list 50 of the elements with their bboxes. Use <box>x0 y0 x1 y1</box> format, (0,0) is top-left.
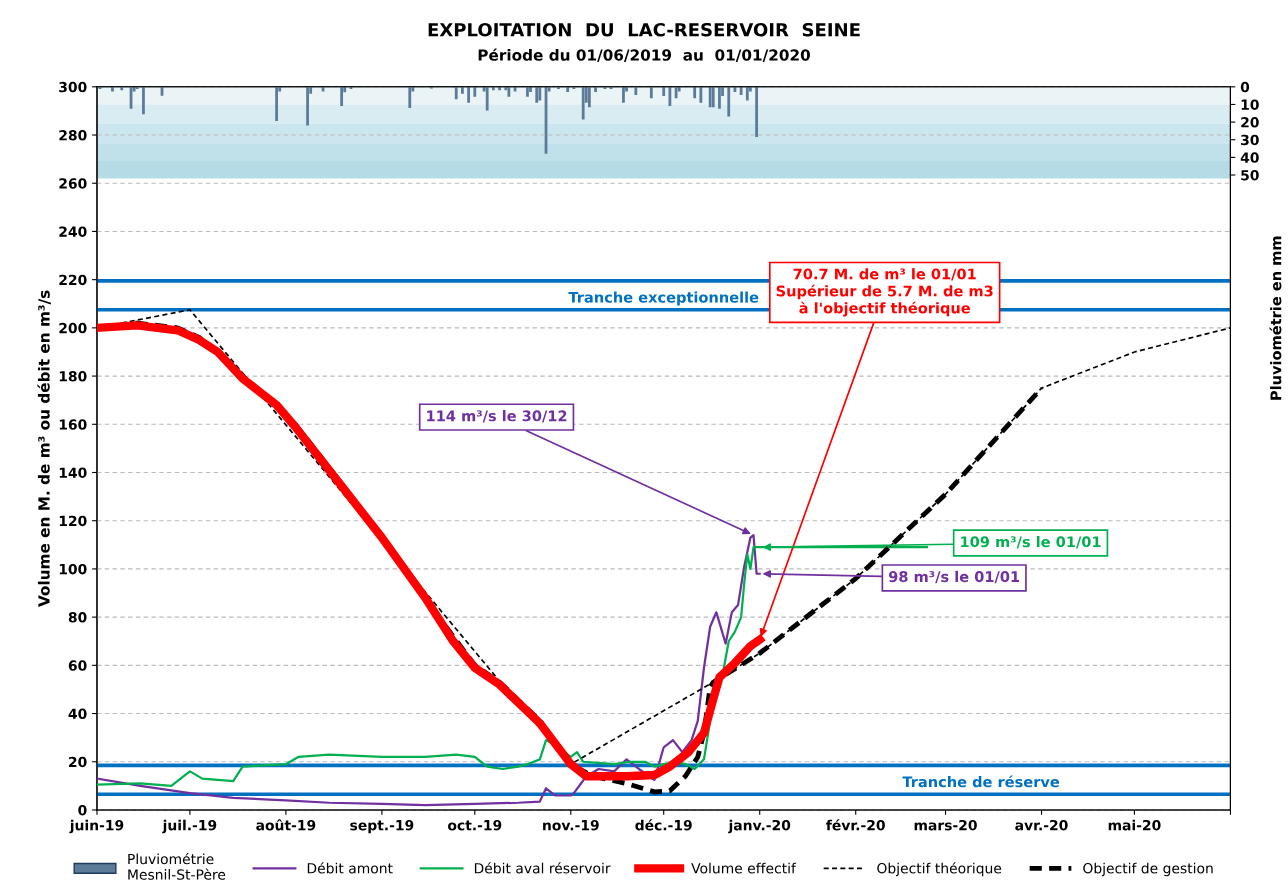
y2-tick-label: 10 <box>1241 99 1259 110</box>
y-tick-label: 120 <box>59 515 87 527</box>
annotation: 109 m³/s le 01/01 <box>961 536 1101 549</box>
ref-line-label: Tranche de réserve <box>902 775 1060 788</box>
y-tick-label: 60 <box>68 660 87 671</box>
legend-label: Pluviométrie Mesnil-St-Père <box>128 852 226 880</box>
x-tick-label: juin-19 <box>69 819 124 834</box>
y2-tick-label: 20 <box>1241 117 1259 128</box>
annotation: 98 m³/s le 01/01 <box>888 570 1020 584</box>
y-tick-label: 280 <box>59 129 87 141</box>
y-tick-label: 200 <box>59 322 87 334</box>
legend-label: Objectif théorique <box>877 862 1002 877</box>
y2-axis-title: Pluviométrie en mm <box>1269 236 1282 400</box>
y-tick-label: 300 <box>59 81 87 93</box>
ref-line-label: Tranche exceptionnelle <box>568 291 759 306</box>
x-tick-label: nov.-19 <box>543 819 599 831</box>
x-tick-label: mai-20 <box>1108 819 1161 831</box>
x-tick-label: janv.-20 <box>728 819 791 834</box>
x-tick-label: déc.-19 <box>635 819 692 831</box>
chart-title: EXPLOITATION DU LAC-RESERVOIR SEINE <box>428 22 860 37</box>
legend-label: Débit aval réservoir <box>474 862 611 874</box>
y2-tick-label: 0 <box>1240 81 1250 93</box>
x-tick-label: févr.-20 <box>826 819 885 831</box>
y-tick-label: 100 <box>59 563 87 575</box>
chart-subtitle: Période du 01/06/2019 au 01/01/2020 <box>478 48 810 63</box>
y-tick-label: 220 <box>59 274 87 286</box>
y-axis-title: Volume en M. de m³ ou débit en m³/s <box>37 290 51 607</box>
x-tick-label: mars-20 <box>914 819 977 831</box>
y-tick-label: 0 <box>78 804 87 816</box>
legend-label: Volume effectif <box>691 862 797 874</box>
x-tick-label: juil.-19 <box>162 819 217 834</box>
y-tick-label: 80 <box>68 612 87 623</box>
x-tick-label: avr.-20 <box>1015 819 1068 831</box>
y2-tick-label: 30 <box>1241 134 1259 146</box>
x-tick-label: août-19 <box>256 819 316 831</box>
y2-tick-label: 40 <box>1240 152 1259 163</box>
y-tick-label: 160 <box>59 419 87 430</box>
legend-label: Débit amont <box>307 862 393 874</box>
annotation: 114 m³/s le 30/12 <box>427 410 567 423</box>
y-tick-label: 40 <box>68 708 87 720</box>
annotation: 70.7 M. de m³ le 01/01 Supérieur de 5.7 M. de m3 à l'objectif théorique <box>776 268 993 317</box>
y-tick-label: 20 <box>69 756 87 768</box>
y-tick-label: 180 <box>59 371 87 382</box>
legend-label: Objectif de gestion <box>1083 862 1213 877</box>
y-tick-label: 140 <box>59 467 87 478</box>
y-tick-label: 260 <box>59 178 87 189</box>
x-tick-label: oct.-19 <box>448 819 502 831</box>
y2-tick-label: 50 <box>1241 169 1259 181</box>
y-tick-label: 240 <box>59 226 87 237</box>
x-tick-label: sept.-19 <box>350 819 414 834</box>
